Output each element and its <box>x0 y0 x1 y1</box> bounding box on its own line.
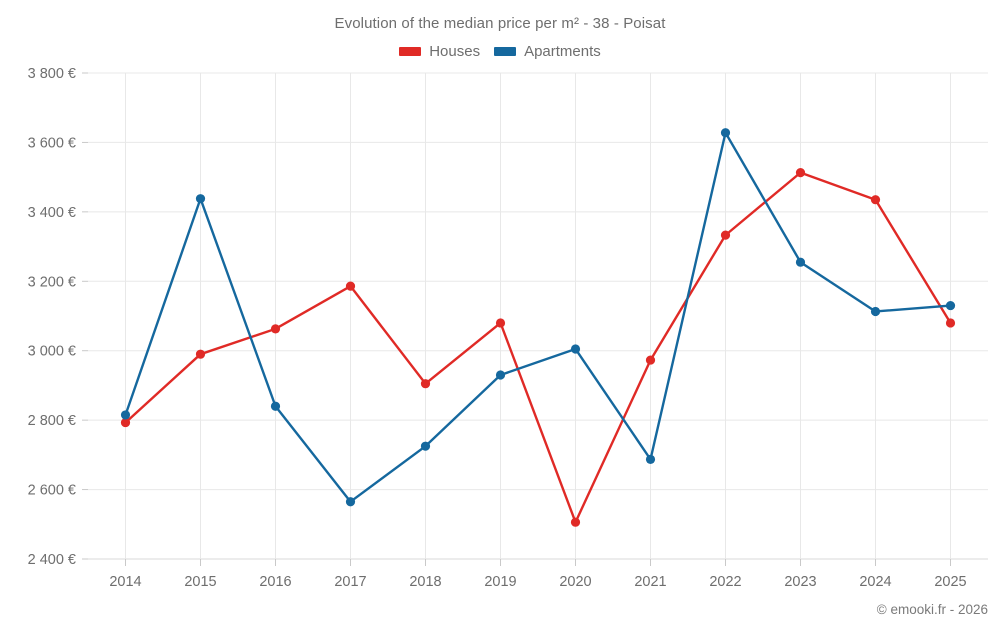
x-axis-tick-label: 2016 <box>259 574 291 590</box>
grid-layer <box>88 72 988 560</box>
y-axis-tick-label: 3 800 € <box>28 66 76 82</box>
data-point-marker[interactable] <box>720 230 731 240</box>
data-point-marker[interactable] <box>720 128 731 138</box>
credits-label: © emooki.fr - 2026 <box>876 602 988 617</box>
data-point-marker[interactable] <box>795 257 806 267</box>
y-axis-tick-label: 3 600 € <box>28 135 76 151</box>
x-axis-tick-label: 2015 <box>184 574 216 590</box>
data-point-marker[interactable] <box>195 194 206 204</box>
x-axis-tick-label: 2024 <box>859 574 891 590</box>
x-axis-tick-label: 2017 <box>334 574 366 590</box>
data-point-marker[interactable] <box>945 300 956 311</box>
data-point-marker[interactable] <box>345 497 356 507</box>
data-point-marker[interactable] <box>420 441 431 451</box>
x-axis-tick-label: 2022 <box>709 574 741 590</box>
data-point-marker[interactable] <box>345 281 356 291</box>
series-line-houses <box>124 171 952 524</box>
y-axis-tick-label: 2 400 € <box>28 552 76 568</box>
x-axis-tick-label: 2014 <box>109 574 141 590</box>
y-axis-tick-label: 3 400 € <box>28 205 76 221</box>
y-axis-tick-label: 3 200 € <box>28 274 76 290</box>
x-axis-ticks: 2014 2015 2016 2017 2018 2019 2020 2021 2022 2023… <box>109 559 967 590</box>
y-axis-tick-label: 3 000 € <box>28 344 76 360</box>
legend-item-label: Houses <box>429 43 481 60</box>
data-point-marker[interactable] <box>870 195 881 205</box>
data-point-marker[interactable] <box>270 324 281 334</box>
legend-item-apartments[interactable]: Apartments <box>494 44 601 59</box>
series-apartments <box>120 128 956 507</box>
x-axis-tick-label: 2020 <box>559 574 591 590</box>
x-axis-tick-label: 2019 <box>484 574 516 590</box>
y-axis-tick-label: 2 800 € <box>28 413 76 429</box>
series-layer <box>120 128 956 527</box>
data-point-marker[interactable] <box>645 454 656 464</box>
line-swatch-icon <box>399 47 422 56</box>
data-point-marker[interactable] <box>420 379 431 389</box>
data-point-marker[interactable] <box>645 355 656 365</box>
x-axis-tick-label: 2018 <box>409 574 441 590</box>
data-point-marker[interactable] <box>270 401 281 411</box>
y-axis-ticks: 2 400 € 2 600 € 2 800 € 3 000 € 3 200 € 3 400… <box>28 66 88 568</box>
chart-legend: Houses Apartments <box>0 44 1000 59</box>
data-point-marker[interactable] <box>870 306 881 317</box>
x-axis-tick-label: 2023 <box>784 574 816 590</box>
line-swatch-icon <box>494 47 517 56</box>
legend-item-houses[interactable]: Houses <box>399 44 480 59</box>
data-point-marker[interactable] <box>120 410 131 420</box>
data-point-marker[interactable] <box>795 168 806 178</box>
series-houses <box>120 168 956 527</box>
x-axis-tick-label: 2021 <box>634 574 666 590</box>
data-point-marker[interactable] <box>195 349 206 359</box>
x-axis-tick-label: 2025 <box>934 574 966 590</box>
data-point-marker[interactable] <box>570 517 581 527</box>
data-point-marker[interactable] <box>945 318 956 328</box>
data-point-marker[interactable] <box>570 344 581 354</box>
chart-title: Evolution of the median price per m² - 3… <box>334 15 666 32</box>
data-point-marker[interactable] <box>495 370 506 380</box>
y-axis-tick-label: 2 600 € <box>28 483 76 499</box>
legend-item-label: Apartments <box>524 43 601 60</box>
series-line-apartments <box>124 131 952 503</box>
data-point-marker[interactable] <box>495 318 506 328</box>
data-point-marker[interactable] <box>120 417 131 428</box>
